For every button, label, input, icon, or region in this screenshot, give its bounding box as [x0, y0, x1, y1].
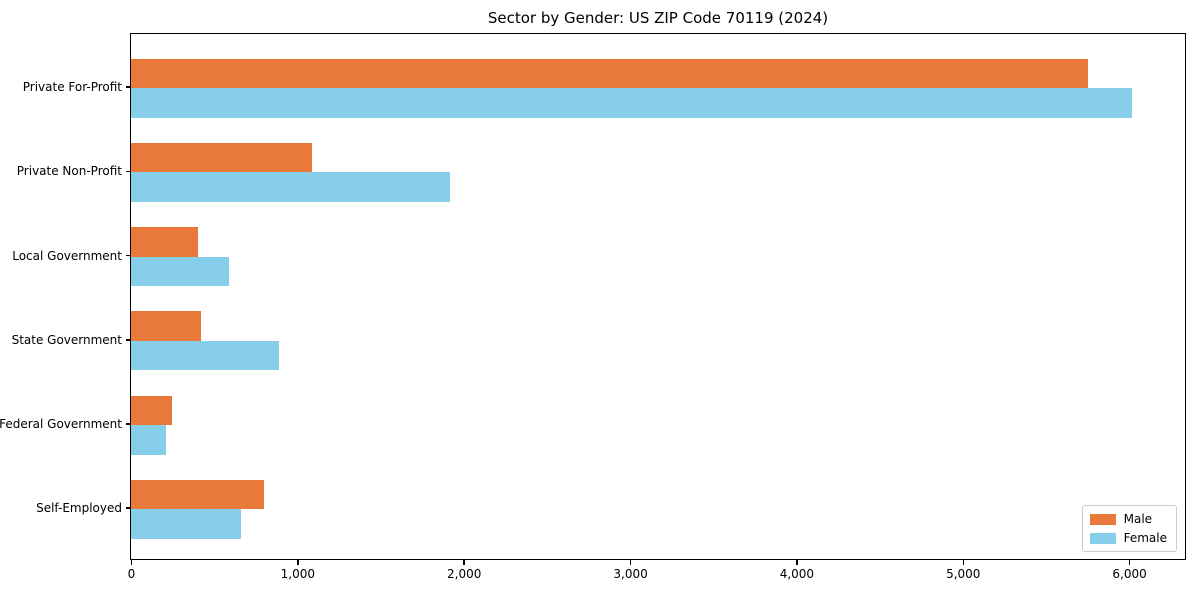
bar-female-private-for-profit	[131, 88, 1133, 118]
legend-item-male: Male	[1089, 512, 1167, 526]
y-tick-mark	[126, 254, 130, 257]
bar-male-private-non-profit	[131, 142, 313, 173]
x-tick-label-0: 0	[127, 567, 136, 581]
y-tick-label-federal-government: Federal Government	[0, 417, 122, 431]
x-tick-mark	[1128, 560, 1131, 565]
bar-male-self-employed	[131, 479, 265, 510]
bar-female-federal-government	[131, 425, 166, 455]
bar-male-federal-government	[131, 395, 172, 425]
bar-male-private-for-profit	[131, 58, 1088, 89]
legend-label-male: Male	[1123, 512, 1153, 526]
x-tick-label-1-000: 1,000	[280, 567, 316, 581]
chart-title: Sector by Gender: US ZIP Code 70119 (202…	[487, 9, 829, 27]
y-tick-label-local-government: Local Government	[12, 248, 122, 263]
y-tick-mark	[126, 86, 130, 88]
y-tick-label-private-for-profit: Private For-Profit	[22, 80, 122, 95]
bar-male-state-government	[131, 311, 201, 341]
x-tick-mark	[796, 560, 798, 565]
x-tick-mark	[297, 560, 299, 565]
x-tick-label-3-000: 3,000	[613, 567, 648, 581]
bar-female-local-government	[131, 256, 230, 287]
y-tick-label-self-employed: Self-Employed	[36, 501, 122, 516]
legend-swatch-male	[1089, 513, 1116, 525]
y-tick-label-state-government: State Government	[11, 332, 122, 347]
y-tick-mark	[126, 507, 130, 509]
x-tick-mark	[130, 560, 133, 565]
legend-item-female: Female	[1089, 531, 1167, 545]
bar-female-state-government	[131, 340, 280, 371]
x-tick-label-4-000: 4,000	[779, 567, 815, 581]
y-tick-mark	[126, 170, 130, 173]
x-tick-label-2-000: 2,000	[447, 567, 482, 581]
x-tick-mark	[629, 560, 632, 565]
bar-female-self-employed	[131, 509, 241, 539]
x-tick-label-5-000: 5,000	[946, 567, 981, 581]
x-tick-mark	[962, 560, 964, 565]
legend-label-female: Female	[1123, 531, 1167, 545]
x-tick-mark	[463, 560, 465, 565]
bar-male-local-government	[131, 227, 198, 257]
x-tick-label-6-000: 6,000	[1112, 567, 1147, 581]
legend-swatch-female	[1089, 532, 1116, 544]
y-tick-mark	[126, 423, 130, 425]
legend: Male Female	[1081, 505, 1177, 552]
bar-female-private-non-profit	[131, 172, 450, 202]
y-tick-mark	[126, 339, 130, 341]
y-tick-label-private-non-profit: Private Non-Profit	[16, 164, 122, 179]
plot-area: Male Female	[130, 33, 1186, 560]
